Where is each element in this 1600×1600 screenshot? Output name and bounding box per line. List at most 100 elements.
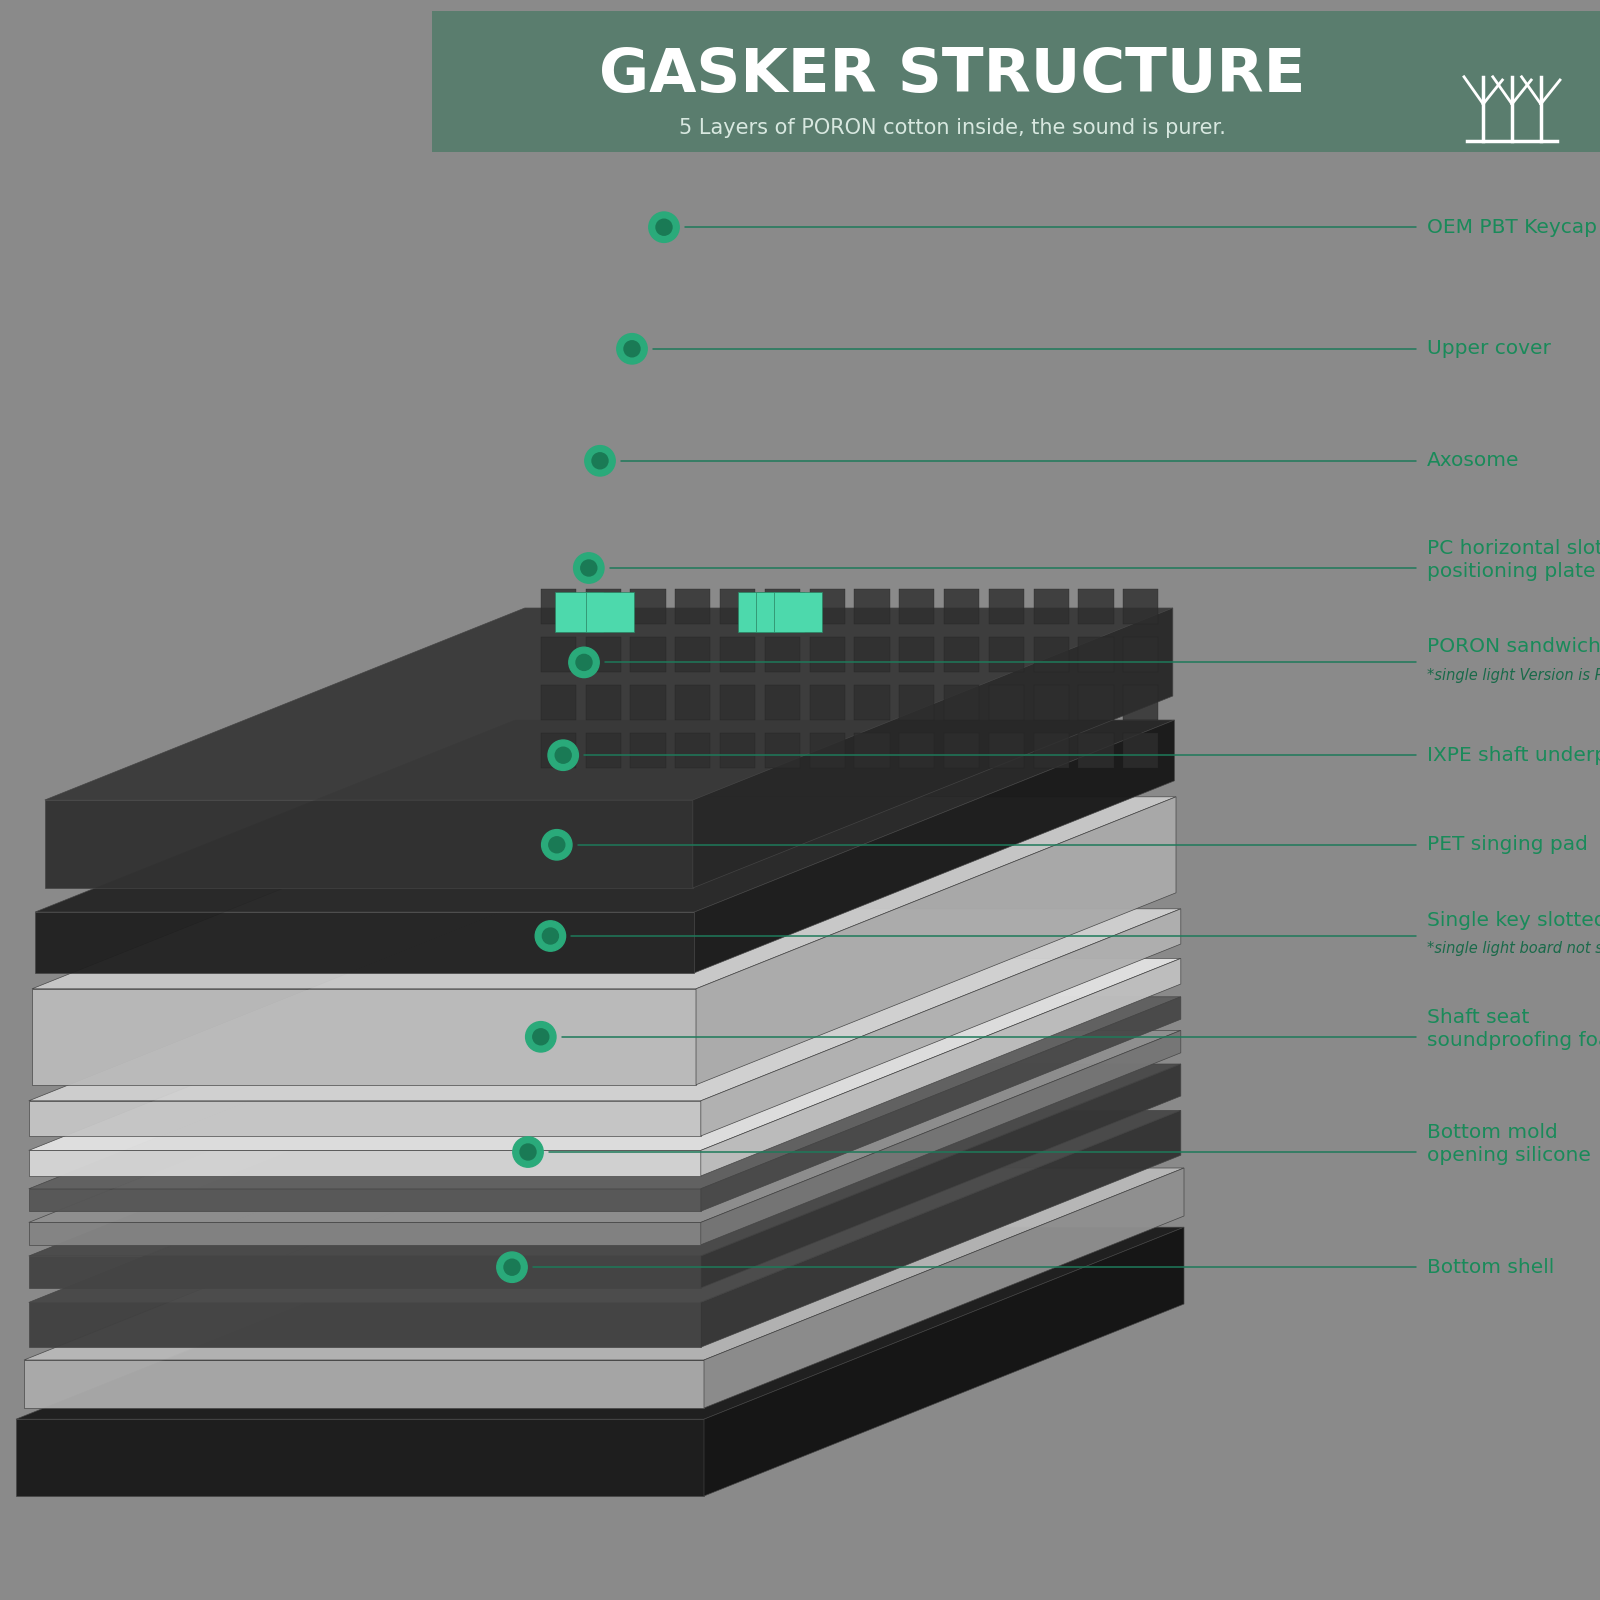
Polygon shape <box>29 1150 701 1176</box>
Polygon shape <box>701 1110 1181 1347</box>
Polygon shape <box>586 733 621 768</box>
Circle shape <box>547 739 579 771</box>
Text: Bottom mold: Bottom mold <box>1427 1123 1558 1142</box>
Polygon shape <box>630 685 666 720</box>
Polygon shape <box>738 592 786 632</box>
Text: IXPE shaft underpad: IXPE shaft underpad <box>1427 746 1600 765</box>
Polygon shape <box>586 637 621 672</box>
Polygon shape <box>701 909 1181 1136</box>
Polygon shape <box>29 1189 701 1211</box>
Polygon shape <box>586 592 634 632</box>
Polygon shape <box>29 1101 701 1136</box>
Circle shape <box>541 829 573 861</box>
Circle shape <box>616 333 646 365</box>
Circle shape <box>512 1136 544 1166</box>
Polygon shape <box>29 1222 701 1245</box>
Polygon shape <box>541 685 576 720</box>
Polygon shape <box>720 589 755 624</box>
Text: *single light Version is PE cotton: *single light Version is PE cotton <box>1427 667 1600 683</box>
Polygon shape <box>1078 685 1114 720</box>
Text: PORON sandwich cotton: PORON sandwich cotton <box>1427 637 1600 656</box>
Polygon shape <box>989 685 1024 720</box>
Circle shape <box>555 747 571 763</box>
Circle shape <box>520 1144 536 1160</box>
Polygon shape <box>675 637 710 672</box>
Polygon shape <box>704 1168 1184 1408</box>
Polygon shape <box>854 733 890 768</box>
Circle shape <box>573 552 605 584</box>
Text: positioning plate: positioning plate <box>1427 562 1595 581</box>
Text: Shaft seat: Shaft seat <box>1427 1008 1530 1027</box>
Polygon shape <box>16 1227 1184 1419</box>
Polygon shape <box>810 589 845 624</box>
Polygon shape <box>675 589 710 624</box>
Polygon shape <box>29 958 1181 1150</box>
Polygon shape <box>720 685 755 720</box>
Polygon shape <box>854 589 890 624</box>
Text: PC horizontal slot: PC horizontal slot <box>1427 539 1600 558</box>
Polygon shape <box>1078 589 1114 624</box>
Polygon shape <box>630 589 666 624</box>
Polygon shape <box>899 637 934 672</box>
Polygon shape <box>1123 685 1158 720</box>
Circle shape <box>576 654 592 670</box>
Polygon shape <box>29 1064 1181 1256</box>
Polygon shape <box>630 733 666 768</box>
Polygon shape <box>899 685 934 720</box>
Polygon shape <box>765 589 800 624</box>
Polygon shape <box>1123 589 1158 624</box>
Polygon shape <box>32 797 1176 989</box>
Polygon shape <box>989 637 1024 672</box>
Polygon shape <box>29 1030 1181 1222</box>
Circle shape <box>549 837 565 853</box>
Circle shape <box>534 920 566 950</box>
Polygon shape <box>1034 685 1069 720</box>
Polygon shape <box>765 685 800 720</box>
Polygon shape <box>29 1110 1181 1302</box>
Polygon shape <box>35 720 1174 912</box>
Text: OEM PBT Keycap: OEM PBT Keycap <box>1427 218 1597 237</box>
Polygon shape <box>29 1302 701 1347</box>
Polygon shape <box>675 733 710 768</box>
Polygon shape <box>1123 637 1158 672</box>
Polygon shape <box>944 589 979 624</box>
FancyBboxPatch shape <box>432 11 1600 152</box>
Text: GASKER STRUCTURE: GASKER STRUCTURE <box>598 46 1306 104</box>
Text: opening silicone: opening silicone <box>1427 1146 1590 1165</box>
Polygon shape <box>989 733 1024 768</box>
Polygon shape <box>1078 733 1114 768</box>
Polygon shape <box>765 637 800 672</box>
Polygon shape <box>720 733 755 768</box>
Circle shape <box>496 1251 528 1283</box>
Polygon shape <box>696 797 1176 1085</box>
Text: Upper cover: Upper cover <box>1427 339 1550 358</box>
Polygon shape <box>29 997 1181 1189</box>
Circle shape <box>504 1259 520 1275</box>
Circle shape <box>650 211 680 243</box>
Polygon shape <box>989 589 1024 624</box>
Polygon shape <box>1034 589 1069 624</box>
Text: 5 Layers of PORON cotton inside, the sound is purer.: 5 Layers of PORON cotton inside, the sou… <box>678 118 1226 138</box>
Polygon shape <box>810 685 845 720</box>
Text: Single key slotted PCB: Single key slotted PCB <box>1427 910 1600 930</box>
Polygon shape <box>720 637 755 672</box>
Polygon shape <box>854 685 890 720</box>
Polygon shape <box>35 912 694 973</box>
Polygon shape <box>555 592 603 632</box>
Polygon shape <box>899 733 934 768</box>
Polygon shape <box>810 637 845 672</box>
Polygon shape <box>693 608 1173 888</box>
Polygon shape <box>32 989 696 1085</box>
Text: PET singing pad: PET singing pad <box>1427 835 1589 854</box>
Text: Bottom shell: Bottom shell <box>1427 1258 1555 1277</box>
Polygon shape <box>854 637 890 672</box>
Polygon shape <box>630 637 666 672</box>
Text: *single light board not slotted: *single light board not slotted <box>1427 941 1600 957</box>
Polygon shape <box>701 1064 1181 1288</box>
Polygon shape <box>1034 733 1069 768</box>
Polygon shape <box>541 733 576 768</box>
Circle shape <box>525 1022 557 1053</box>
Text: Axosome: Axosome <box>1427 451 1520 470</box>
Polygon shape <box>1123 733 1158 768</box>
Circle shape <box>542 928 558 944</box>
